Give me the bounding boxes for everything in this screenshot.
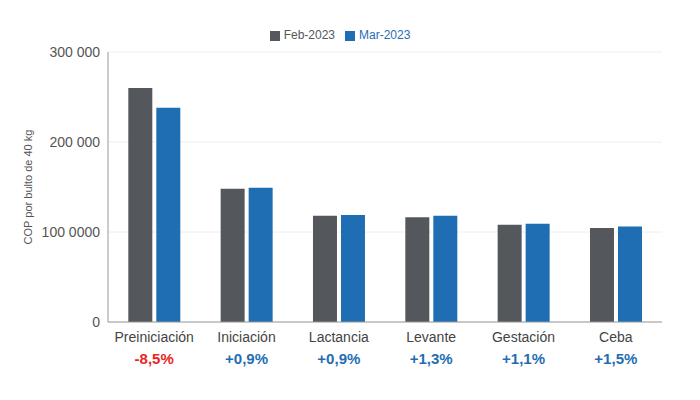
svg-text:300 000: 300 000 xyxy=(49,44,100,60)
svg-text:200 000: 200 000 xyxy=(49,134,100,150)
svg-text:Levante: Levante xyxy=(406,329,456,345)
svg-text:+1,3%: +1,3% xyxy=(410,350,453,367)
svg-text:Iniciación: Iniciación xyxy=(217,329,275,345)
svg-text:+0,9%: +0,9% xyxy=(317,350,360,367)
svg-text:Preiniciación: Preiniciación xyxy=(114,329,193,345)
html-text:Mar-2023: Mar-2023 xyxy=(359,28,411,42)
svg-text:0: 0 xyxy=(92,314,100,330)
svg-text:Gestación: Gestación xyxy=(492,329,555,345)
svg-text:Lactancia: Lactancia xyxy=(309,329,369,345)
html-text:Feb-2023: Feb-2023 xyxy=(283,28,335,42)
svg-text:COP por bulto de 40 kg: COP por bulto de 40 kg xyxy=(22,130,34,245)
svg-text:Ceba: Ceba xyxy=(599,329,633,345)
svg-text:+1,1%: +1,1% xyxy=(502,350,545,367)
svg-text:-8,5%: -8,5% xyxy=(135,350,174,367)
svg-text:+0,9%: +0,9% xyxy=(225,350,268,367)
svg-text:100 0000: 100 0000 xyxy=(42,224,101,240)
svg-text:+1,5%: +1,5% xyxy=(594,350,637,367)
